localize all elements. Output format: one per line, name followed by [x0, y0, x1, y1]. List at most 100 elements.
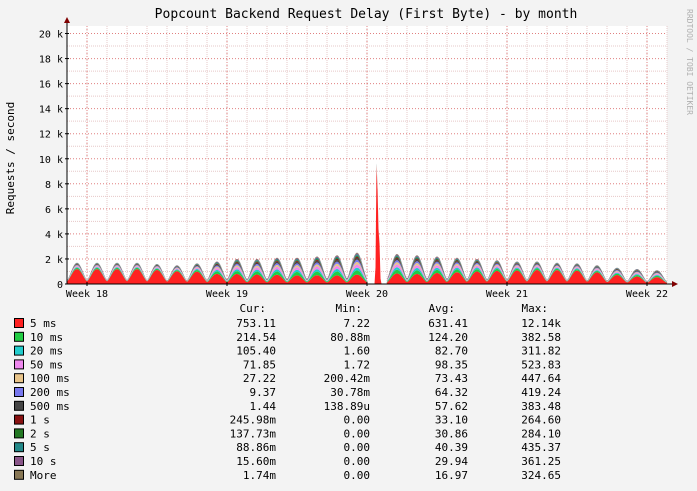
y-tick-label: 8 k [45, 180, 63, 191]
legend-row: 1 s 245.98m 0.00 33.10 264.60 [14, 414, 561, 427]
legend-max-value: 383.48 [521, 400, 561, 413]
y-tick-label: 16 k [39, 80, 63, 91]
legend-max-value: 419.24 [521, 386, 561, 399]
legend-avg-value: 82.70 [435, 345, 468, 358]
legend-header-max: Max: [522, 302, 549, 315]
chart-title: Popcount Backend Request Delay (First By… [155, 7, 578, 22]
major-grid [67, 26, 667, 284]
legend-row: 50 ms 71.85 1.72 98.35 523.83 [14, 358, 561, 371]
legend-row: More 1.74m 0.00 16.97 324.65 [14, 469, 561, 482]
legend-min-value: 7.22 [344, 317, 371, 330]
legend-series-name: 50 ms [30, 358, 63, 371]
legend-cur-value: 1.74m [243, 469, 276, 482]
x-axis-arrow [672, 281, 678, 287]
legend-max-value: 382.58 [521, 331, 561, 344]
legend-series-name: 200 ms [30, 386, 70, 399]
y-tick-label: 0 [57, 280, 63, 291]
legend-headers: Cur: Min: Avg: Max: [240, 302, 549, 315]
legend-header-min: Min: [336, 302, 363, 315]
legend-min-value: 200.42m [324, 372, 371, 385]
y-tick-label: 20 k [39, 30, 63, 41]
legend-max-value: 324.65 [521, 469, 561, 482]
legend-header-avg: Avg: [429, 302, 456, 315]
legend-min-value: 30.78m [330, 386, 370, 399]
y-tick-label: 6 k [45, 205, 63, 216]
y-tick-labels: 0 2 k 4 k 6 k 8 k 10 k 12 k 14 k 16 k 18 k 20 k [39, 30, 63, 291]
legend-avg-value: 73.43 [435, 372, 468, 385]
legend-row: 10 s 15.60m 0.00 29.94 361.25 [14, 455, 561, 468]
legend-cur-value: 245.98m [230, 414, 277, 427]
legend-avg-value: 98.35 [435, 358, 468, 371]
legend-cur-value: 105.40 [236, 345, 276, 358]
legend: 5 ms 753.11 7.22 631.41 12.14k 10 ms 214.54 80.… [14, 317, 561, 482]
legend-min-value: 0.00 [344, 455, 371, 468]
legend-avg-value: 40.39 [435, 441, 468, 454]
legend-row: 100 ms 27.22 200.42m 73.43 447.64 [14, 372, 561, 385]
legend-max-value: 264.60 [521, 414, 561, 427]
y-tick-label: 4 k [45, 230, 63, 241]
legend-max-value: 284.10 [521, 427, 561, 440]
legend-swatch [14, 428, 24, 439]
x-tick-label: Week 18 [66, 289, 108, 300]
legend-avg-value: 33.10 [435, 414, 468, 427]
legend-avg-value: 631.41 [428, 317, 468, 330]
legend-min-value: 0.00 [344, 441, 371, 454]
legend-avg-value: 124.20 [428, 331, 468, 344]
legend-series-name: More [30, 469, 57, 482]
legend-series-name: 5 s [30, 441, 50, 454]
legend-min-value: 138.89u [324, 400, 370, 413]
legend-min-value: 1.60 [344, 345, 371, 358]
legend-swatch [14, 456, 24, 466]
legend-swatch [14, 400, 24, 411]
x-tick-label: Week 19 [206, 289, 248, 300]
legend-avg-value: 30.86 [435, 427, 468, 440]
legend-cur-value: 27.22 [243, 372, 276, 385]
legend-cur-value: 214.54 [236, 331, 276, 344]
y-axis-arrow [64, 17, 70, 23]
legend-avg-value: 29.94 [435, 455, 468, 468]
x-tick-label: Week 22 [626, 289, 668, 300]
legend-series-name: 10 ms [30, 331, 63, 344]
legend-row: 500 ms 1.44 138.89u 57.62 383.48 [14, 400, 561, 413]
legend-series-name: 20 ms [30, 345, 63, 358]
x-tick-label: Week 20 [346, 289, 388, 300]
legend-row: 20 ms 105.40 1.60 82.70 311.82 [14, 345, 561, 358]
legend-swatch [14, 318, 24, 328]
legend-avg-value: 57.62 [435, 400, 468, 413]
legend-swatch [14, 469, 24, 480]
legend-min-value: 1.72 [344, 358, 371, 371]
axes [64, 17, 678, 287]
legend-series-name: 1 s [30, 414, 50, 427]
legend-swatch [14, 387, 24, 397]
legend-row: 2 s 137.73m 0.00 30.86 284.10 [14, 427, 561, 440]
legend-max-value: 311.82 [521, 345, 561, 358]
legend-max-value: 447.64 [521, 372, 561, 385]
legend-row: 10 ms 214.54 80.88m 124.20 382.58 [14, 331, 561, 344]
legend-avg-value: 64.32 [435, 386, 468, 399]
legend-row: 5 ms 753.11 7.22 631.41 12.14k [14, 317, 561, 330]
legend-cur-value: 15.60m [236, 455, 276, 468]
legend-cur-value: 1.44 [250, 400, 277, 413]
legend-row: 5 s 88.86m 0.00 40.39 435.37 [14, 441, 561, 454]
legend-cur-value: 753.11 [236, 317, 276, 330]
legend-min-value: 0.00 [344, 427, 371, 440]
y-axis-label: Requests / second [4, 102, 17, 215]
legend-max-value: 361.25 [521, 455, 561, 468]
legend-max-value: 435.37 [521, 441, 561, 454]
legend-series-name: 5 ms [30, 317, 57, 330]
legend-min-value: 0.00 [344, 414, 371, 427]
legend-min-value: 0.00 [344, 469, 371, 482]
y-tick-label: 12 k [39, 130, 63, 141]
y-tick-label: 14 k [39, 105, 63, 116]
legend-series-name: 10 s [30, 455, 57, 468]
legend-avg-value: 16.97 [435, 469, 468, 482]
legend-swatch [14, 359, 24, 370]
watermark: RRDTOOL / TOBI OETIKER [685, 9, 694, 115]
y-tick-label: 2 k [45, 255, 63, 266]
legend-max-value: 523.83 [521, 358, 561, 371]
legend-header-cur: Cur: [240, 302, 267, 315]
legend-min-value: 80.88m [330, 331, 370, 344]
legend-cur-value: 71.85 [243, 358, 276, 371]
